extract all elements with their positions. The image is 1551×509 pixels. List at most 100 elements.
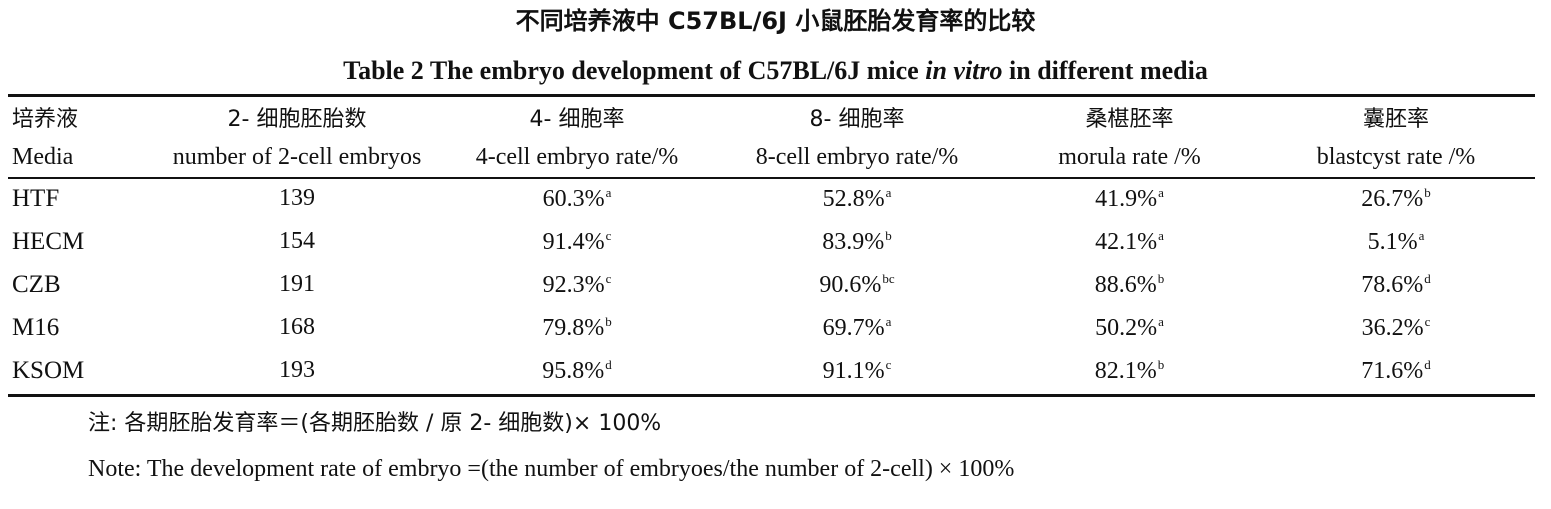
cell-blastocyst-rate: 26.7%b: [1257, 177, 1535, 220]
cell-8cell-rate-significance: c: [885, 356, 892, 372]
cell-8cell-rate: 91.1%c: [712, 349, 1002, 392]
table-bottom-rule: [8, 394, 1535, 397]
header-en-morula: morula rate /%: [1058, 143, 1201, 170]
cell-blastocyst-rate: 36.2%c: [1257, 306, 1535, 349]
cell-media-value: CZB: [12, 270, 61, 298]
cell-8cell-rate: 83.9%b: [712, 220, 1002, 263]
cell-blastocyst-rate-value: 26.7%: [1361, 185, 1424, 212]
title-suffix: in different media: [1002, 56, 1208, 85]
table-row: HECM 154 91.4%c 83.9%b 42.1%a 5.1%a: [8, 220, 1535, 263]
cell-8cell-rate-value: 91.1%: [822, 357, 885, 384]
cell-blastocyst-rate-significance: a: [1418, 227, 1425, 243]
header-row-english: Media number of 2-cell embryos 4-cell em…: [8, 137, 1535, 177]
header-en-4cell: 4-cell embryo rate/%: [475, 143, 679, 170]
cell-media: CZB: [8, 263, 152, 306]
cell-blastocyst-rate-significance: b: [1424, 184, 1431, 200]
cell-count: 139: [152, 177, 442, 220]
cell-morula-rate: 41.9%a: [1002, 177, 1257, 220]
header-cn-morula: 桑椹胚率: [1085, 107, 1174, 132]
cell-8cell-rate-value: 52.8%: [822, 185, 885, 212]
cell-morula-rate-value: 41.9%: [1095, 185, 1158, 212]
cell-blastocyst-rate: 5.1%a: [1257, 220, 1535, 263]
cell-8cell-rate-significance: bc: [882, 270, 895, 286]
header-cn-media: 培养液: [12, 107, 79, 132]
cell-blastocyst-rate-value: 71.6%: [1361, 357, 1424, 384]
header-cn-8cell: 8- 细胞率: [809, 107, 905, 132]
header-row-chinese: 培养液 2- 细胞胚胎数 4- 细胞率 8- 细胞率 桑椹胚率 囊胚率: [8, 97, 1535, 137]
cell-4cell-rate-value: 92.3%: [542, 271, 605, 298]
cell-media-value: HECM: [12, 227, 85, 255]
cell-blastocyst-rate-significance: c: [1424, 313, 1431, 329]
cell-8cell-rate-significance: a: [885, 313, 892, 329]
header-en-media: Media: [12, 143, 74, 170]
cell-4cell-rate: 79.8%b: [442, 306, 712, 349]
header-cn-blastocyst: 囊胚率: [1362, 107, 1429, 132]
cell-4cell-rate: 60.3%a: [442, 177, 712, 220]
cell-blastocyst-rate: 78.6%d: [1257, 263, 1535, 306]
header-cn-count: 2- 细胞胚胎数: [227, 107, 367, 132]
cell-4cell-rate: 91.4%c: [442, 220, 712, 263]
cell-blastocyst-rate-value: 78.6%: [1361, 271, 1424, 298]
cell-count: 191: [152, 263, 442, 306]
cell-morula-rate-significance: b: [1157, 356, 1165, 372]
title-italic: in vitro: [925, 56, 1003, 85]
cell-blastocyst-rate-value: 36.2%: [1361, 314, 1424, 341]
cell-media: HTF: [8, 177, 152, 220]
table-title-english: Table 2 The embryo development of C57BL/…: [0, 54, 1551, 88]
cell-morula-rate-significance: a: [1158, 184, 1164, 200]
cell-morula-rate-value: 50.2%: [1095, 314, 1158, 341]
cell-morula-rate-significance: a: [1158, 227, 1164, 243]
cell-4cell-rate: 95.8%d: [442, 349, 712, 392]
cell-morula-rate: 50.2%a: [1002, 306, 1257, 349]
table-row: M16 168 79.8%b 69.7%a 50.2%a 36.2%c: [8, 306, 1535, 349]
cell-count-value: 193: [279, 357, 315, 383]
cell-4cell-rate-significance: c: [605, 270, 612, 286]
cell-count: 193: [152, 349, 442, 392]
header-en-count: number of 2-cell embryos: [172, 143, 422, 170]
header-cn-4cell: 4- 细胞率: [529, 107, 625, 132]
note-english: Note: The development rate of embryo =(t…: [88, 456, 1015, 482]
cell-8cell-rate-significance: a: [885, 184, 892, 200]
cell-8cell-rate-value: 69.7%: [822, 314, 885, 341]
cell-blastocyst-rate-significance: d: [1424, 356, 1431, 372]
cell-4cell-rate-significance: a: [605, 184, 612, 200]
header-en-8cell: 8-cell embryo rate/%: [755, 143, 959, 170]
note-chinese: 注: 各期胚胎发育率＝(各期胚胎数 / 原 2- 细胞数)× 100%: [88, 411, 662, 436]
cell-8cell-rate: 52.8%a: [712, 177, 1002, 220]
cell-4cell-rate-value: 91.4%: [542, 228, 605, 255]
cell-morula-rate: 42.1%a: [1002, 220, 1257, 263]
cell-morula-rate-value: 82.1%: [1094, 357, 1157, 384]
cell-4cell-rate-significance: d: [605, 356, 612, 372]
cell-4cell-rate-value: 60.3%: [542, 185, 605, 212]
title-prefix: Table 2 The embryo development of C57BL/…: [343, 56, 926, 85]
table-row: KSOM 193 95.8%d 91.1%c 82.1%b 71.6%d: [8, 349, 1535, 392]
table-header-rule: [8, 177, 1535, 179]
cell-count-value: 191: [279, 271, 315, 297]
cell-4cell-rate: 92.3%c: [442, 263, 712, 306]
cell-4cell-rate-significance: c: [605, 227, 612, 243]
cell-blastocyst-rate: 71.6%d: [1257, 349, 1535, 392]
cell-morula-rate-significance: a: [1158, 313, 1164, 329]
cell-media: M16: [8, 306, 152, 349]
table-top-rule: [8, 94, 1535, 97]
cell-4cell-rate-value: 95.8%: [542, 357, 605, 384]
cell-count: 168: [152, 306, 442, 349]
cell-media-value: HTF: [12, 184, 60, 212]
cell-morula-rate-value: 42.1%: [1095, 228, 1158, 255]
cell-morula-rate: 88.6%b: [1002, 263, 1257, 306]
cell-4cell-rate-significance: b: [605, 313, 612, 329]
cell-media: KSOM: [8, 349, 152, 392]
cell-count-value: 139: [279, 185, 315, 211]
cell-media-value: KSOM: [12, 356, 85, 384]
table-row: CZB 191 92.3%c 90.6%bc 88.6%b 78.6%d: [8, 263, 1535, 306]
table-row: HTF 139 60.3%a 52.8%a 41.9%a 26.7%b: [8, 177, 1535, 220]
cell-count-value: 168: [279, 314, 315, 340]
cell-count-value: 154: [279, 228, 315, 254]
cell-media: HECM: [8, 220, 152, 263]
embryo-development-table: 培养液 2- 细胞胚胎数 4- 细胞率 8- 细胞率 桑椹胚率 囊胚率 Medi…: [8, 97, 1535, 392]
cell-morula-rate: 82.1%b: [1002, 349, 1257, 392]
cell-8cell-rate: 90.6%bc: [712, 263, 1002, 306]
cell-morula-rate-value: 88.6%: [1094, 271, 1157, 298]
cell-blastocyst-rate-significance: d: [1424, 270, 1431, 286]
cell-count: 154: [152, 220, 442, 263]
